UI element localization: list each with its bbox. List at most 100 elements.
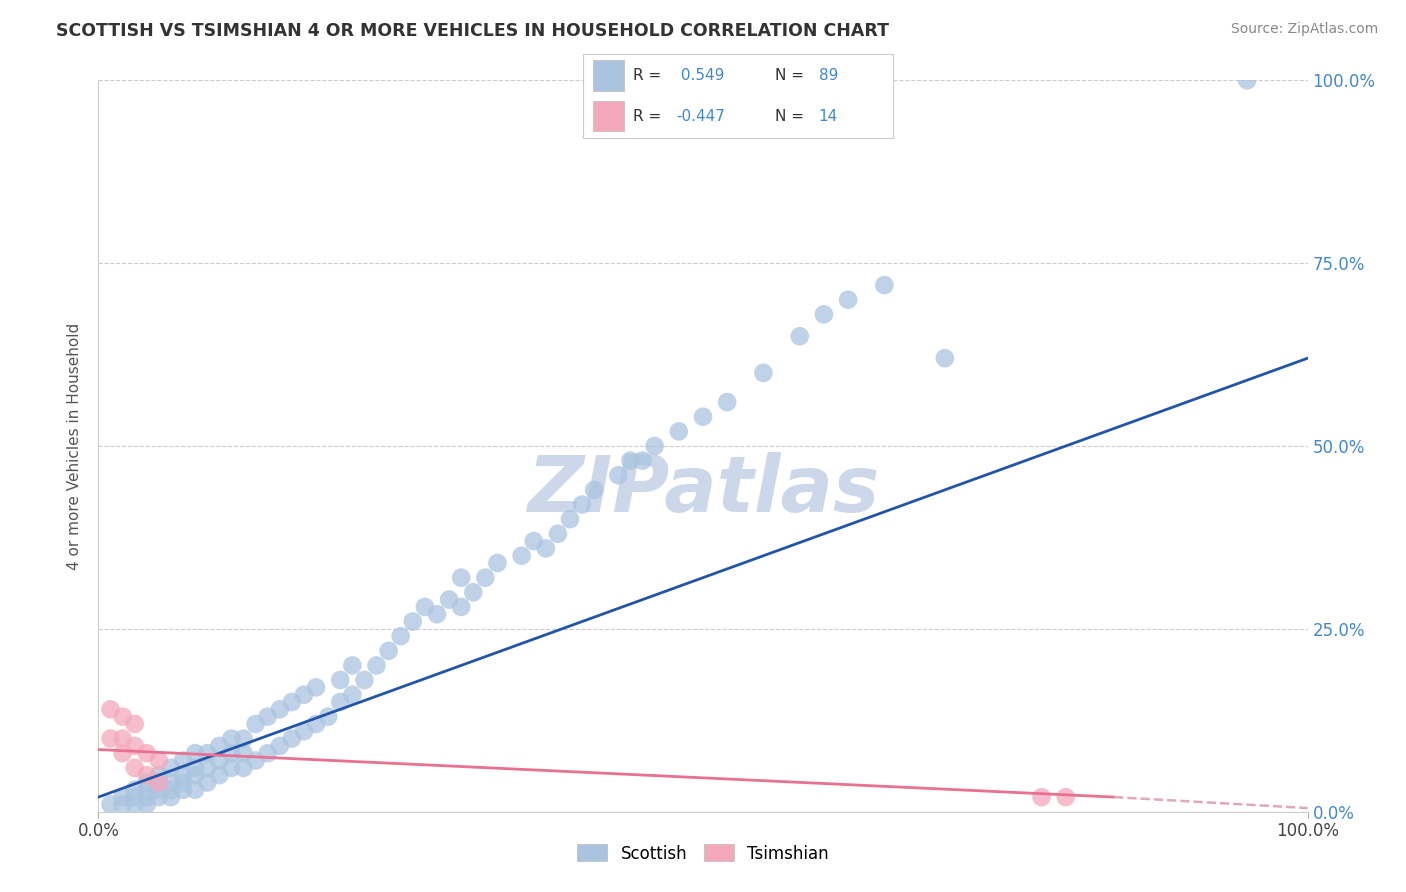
Point (148, 782, 170, 797)
Point (208, 754, 231, 768)
Point (281, 695, 304, 709)
Point (135, 797, 157, 812)
Point (111, 731, 134, 746)
Point (752, 366, 775, 380)
Point (813, 307, 835, 321)
Text: Source: ZipAtlas.com: Source: ZipAtlas.com (1230, 22, 1378, 37)
Point (135, 768, 157, 782)
Point (281, 731, 304, 746)
Text: SCOTTISH VS TSIMSHIAN 4 OR MORE VEHICLES IN HOUSEHOLD CORRELATION CHART: SCOTTISH VS TSIMSHIAN 4 OR MORE VEHICLES… (56, 22, 889, 40)
Point (184, 782, 207, 797)
Point (221, 761, 243, 775)
Point (353, 673, 375, 687)
Point (160, 775, 183, 789)
Point (208, 768, 231, 782)
Point (135, 746, 157, 760)
Point (124, 717, 146, 731)
Point (329, 695, 352, 709)
Text: N =: N = (775, 109, 808, 124)
Point (377, 644, 399, 658)
Text: ZIPatlas: ZIPatlas (527, 452, 879, 528)
Point (523, 534, 546, 549)
Point (789, 329, 811, 343)
Point (160, 790, 183, 805)
Point (172, 768, 194, 782)
Point (342, 688, 364, 702)
Text: N =: N = (775, 68, 808, 83)
Point (269, 702, 291, 716)
Point (195, 775, 218, 789)
Point (124, 790, 146, 805)
Point (124, 797, 146, 812)
Point (111, 709, 134, 723)
Point (1031, 790, 1053, 805)
Point (450, 571, 472, 585)
Point (111, 797, 134, 812)
Point (437, 592, 460, 607)
Text: -0.447: -0.447 (676, 109, 725, 124)
Point (160, 782, 183, 797)
Point (172, 775, 194, 789)
Point (160, 761, 183, 775)
Point (583, 483, 606, 497)
Text: 89: 89 (818, 68, 838, 83)
Point (342, 658, 364, 673)
Point (232, 761, 254, 775)
Point (148, 775, 170, 789)
Point (100, 702, 122, 716)
Point (256, 709, 278, 723)
Point (426, 607, 449, 622)
Point (135, 790, 157, 805)
Point (292, 688, 315, 702)
Point (837, 293, 859, 307)
Point (510, 549, 533, 563)
Point (366, 658, 388, 673)
Point (305, 717, 328, 731)
Point (256, 746, 278, 760)
Point (631, 453, 654, 467)
Legend: Scottish, Tsimshian: Scottish, Tsimshian (571, 838, 835, 869)
Point (463, 585, 485, 599)
Point (934, 351, 956, 366)
Point (124, 761, 146, 775)
Point (111, 746, 134, 760)
Point (558, 512, 581, 526)
Point (195, 746, 218, 760)
FancyBboxPatch shape (593, 101, 624, 131)
Point (135, 782, 157, 797)
Point (486, 556, 509, 570)
Point (873, 278, 896, 293)
Point (100, 797, 122, 812)
Point (232, 731, 254, 746)
Point (111, 790, 134, 805)
Text: R =: R = (633, 109, 666, 124)
Point (184, 768, 207, 782)
Point (245, 717, 267, 731)
Point (124, 739, 146, 753)
Point (100, 731, 122, 746)
Point (232, 746, 254, 760)
Point (389, 629, 412, 643)
Point (184, 746, 207, 760)
Point (148, 754, 170, 768)
Point (692, 409, 714, 424)
Text: 14: 14 (818, 109, 838, 124)
Point (135, 775, 157, 789)
Point (534, 541, 557, 556)
Point (148, 768, 170, 782)
Point (607, 468, 630, 483)
Point (474, 571, 496, 585)
Point (668, 425, 690, 439)
Point (402, 615, 425, 629)
Point (245, 754, 267, 768)
Point (172, 782, 194, 797)
Point (1236, 73, 1258, 87)
Point (1054, 790, 1077, 805)
Point (413, 599, 436, 614)
Point (644, 439, 666, 453)
Y-axis label: 4 or more Vehicles in Household: 4 or more Vehicles in Household (67, 322, 83, 570)
Point (619, 453, 641, 467)
Point (269, 739, 291, 753)
Point (316, 709, 339, 723)
Point (221, 746, 243, 760)
